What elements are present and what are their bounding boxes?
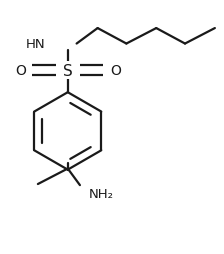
- Text: S: S: [63, 63, 73, 78]
- Text: NH₂: NH₂: [89, 188, 114, 201]
- Text: O: O: [15, 64, 26, 78]
- Text: HN: HN: [26, 38, 45, 51]
- Text: O: O: [110, 64, 121, 78]
